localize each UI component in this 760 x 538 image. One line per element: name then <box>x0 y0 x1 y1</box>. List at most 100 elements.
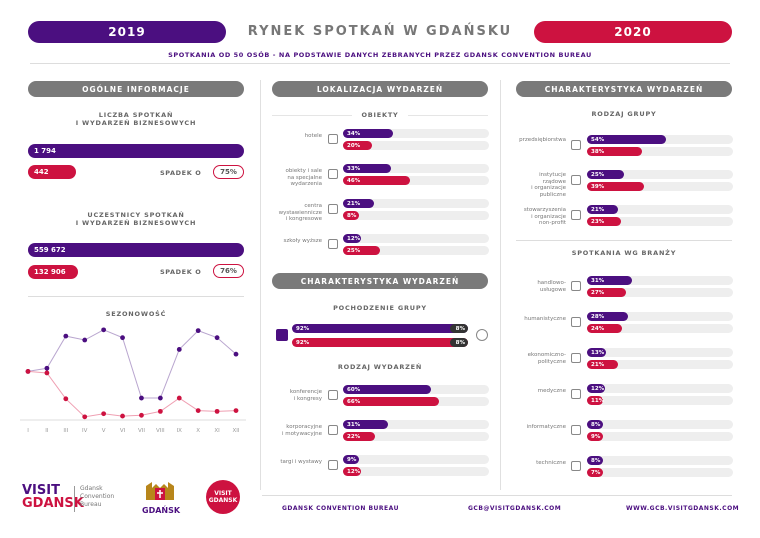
bar-2020: 66% <box>343 397 440 406</box>
group-origin-title: POCHODZENIE GRUPY <box>333 304 427 312</box>
bar-track <box>343 129 489 138</box>
data-point <box>44 365 50 371</box>
visit-gdansk-logo[interactable]: VISIT GDANSK <box>22 483 84 511</box>
gdansk-city-logo[interactable]: GDAŃSK <box>142 480 180 515</box>
participants-2020-bar: 132 906 <box>28 265 78 279</box>
bar-2019: 12% <box>587 384 605 393</box>
medical-icon <box>571 389 581 399</box>
origin-bar-international: 8% <box>449 324 468 333</box>
poland-map-icon <box>276 329 288 341</box>
bar-track <box>587 182 733 191</box>
bar-2020: 9% <box>587 432 603 441</box>
x-tick-label: XI <box>214 428 220 434</box>
bar-2020: 24% <box>587 324 623 333</box>
row-label-line: stowarzyszenia <box>523 207 566 213</box>
meetings-count-label: LICZBA SPOTKAŃ I WYDARZEŃ BIZNESOWYCH <box>75 111 197 127</box>
row-label: instytucje rządowe i organizacje publiczne <box>514 172 566 198</box>
bar-track <box>343 246 489 255</box>
bar-track <box>587 384 733 393</box>
row-label-line: handlowo- <box>537 280 566 286</box>
bar-track <box>343 455 489 464</box>
row-label: obiekty i sale na specjalne wydarzenia <box>276 168 322 188</box>
row-label: centra wystawiennicze i kongresowe <box>276 203 322 223</box>
bar-track <box>343 176 489 185</box>
row-label-line: przedsiębiorstwa <box>519 137 566 143</box>
venues-title: OBIEKTY <box>361 111 399 119</box>
footer-website[interactable]: WWW.GCB.VISITGDANSK.COM <box>626 505 740 512</box>
row-label-line: i organizacje <box>531 185 566 191</box>
seasonality-title: SEZONOWOŚĆ <box>105 310 167 318</box>
institution-icon <box>571 175 581 185</box>
meetings-decline-label: SPADEK O <box>160 169 202 177</box>
data-point <box>101 327 107 333</box>
industry-title: SPOTKANIA WG BRANŻY <box>571 249 677 257</box>
row-label-line: centra <box>304 203 322 209</box>
series-line <box>27 370 237 418</box>
bar-track <box>343 164 489 173</box>
row-label-line: informatyczne <box>526 424 566 430</box>
venue-icon <box>328 169 338 179</box>
visit-gdansk-badge[interactable]: VISIT GDANSK <box>206 480 240 514</box>
globe-icon <box>476 329 488 341</box>
logo-separator <box>74 486 75 512</box>
row-label-line: usługowe <box>539 286 566 293</box>
footer-rule <box>262 495 732 496</box>
row-label-line: wystawiennicze <box>278 209 322 216</box>
bar-2019: 31% <box>587 276 633 285</box>
data-point <box>195 408 201 413</box>
data-point <box>120 335 125 341</box>
row-label: informatyczne <box>514 424 566 431</box>
row-label-line: medyczne <box>537 388 566 394</box>
bar-2020: 39% <box>587 182 644 191</box>
coat-of-arms-icon <box>146 482 174 500</box>
x-tick-label: IV <box>82 428 88 434</box>
data-point <box>63 396 69 402</box>
row-label-line: i kongresy <box>293 395 322 402</box>
data-point <box>195 328 201 334</box>
row-label: korporacyjne i motywacyjne <box>276 424 322 437</box>
row-label-line: ekonomiczno- <box>527 352 566 358</box>
bar-2020: 22% <box>343 432 376 441</box>
footer-email[interactable]: GCB@VISITGDANSK.COM <box>468 505 562 512</box>
origin-bar-international: 8% <box>449 338 468 347</box>
bar-2020: 38% <box>587 147 643 156</box>
row-label-line: publiczne <box>539 191 566 198</box>
congress-center-icon <box>328 204 338 214</box>
data-point <box>214 408 220 414</box>
bar-track <box>587 396 733 405</box>
university-icon <box>328 239 338 249</box>
x-tick-label: I <box>27 428 29 434</box>
bar-2019: 12% <box>343 234 361 243</box>
x-tick-label: II <box>45 428 49 434</box>
header-divider <box>30 63 730 64</box>
bar-2020: 25% <box>343 246 380 255</box>
book-icon <box>571 317 581 327</box>
bar-track <box>587 147 733 156</box>
bar-2020: 20% <box>343 141 373 150</box>
series-line <box>27 329 237 399</box>
bar-2019: 25% <box>587 170 624 179</box>
row-label-line: humanistyczne <box>524 316 566 322</box>
year-2020-badge: 2020 <box>534 21 732 43</box>
x-tick-label: X <box>196 428 200 434</box>
row-label: techniczne <box>514 460 566 467</box>
bar-track <box>587 205 733 214</box>
bar-track <box>587 348 733 357</box>
bar-2019: 21% <box>343 199 374 208</box>
participants-decline-label: SPADEK O <box>160 268 202 276</box>
cart-icon <box>571 281 581 291</box>
origin-bar-domestic: 92% <box>292 324 468 333</box>
meetings-decline-value: 75% <box>213 165 244 179</box>
row-label-line: wydarzenia <box>290 181 322 187</box>
bar-2020: 21% <box>587 360 618 369</box>
data-point <box>82 414 88 420</box>
data-point <box>233 351 239 357</box>
easel-icon <box>328 460 338 470</box>
bar-track <box>343 199 489 208</box>
row-label-line: obiekty i sale <box>285 168 322 174</box>
computer-icon <box>571 425 581 435</box>
x-tick-label: III <box>63 428 68 434</box>
column-divider-2 <box>500 80 501 490</box>
data-point <box>157 395 163 401</box>
row-label-line: instytucje <box>539 172 566 178</box>
